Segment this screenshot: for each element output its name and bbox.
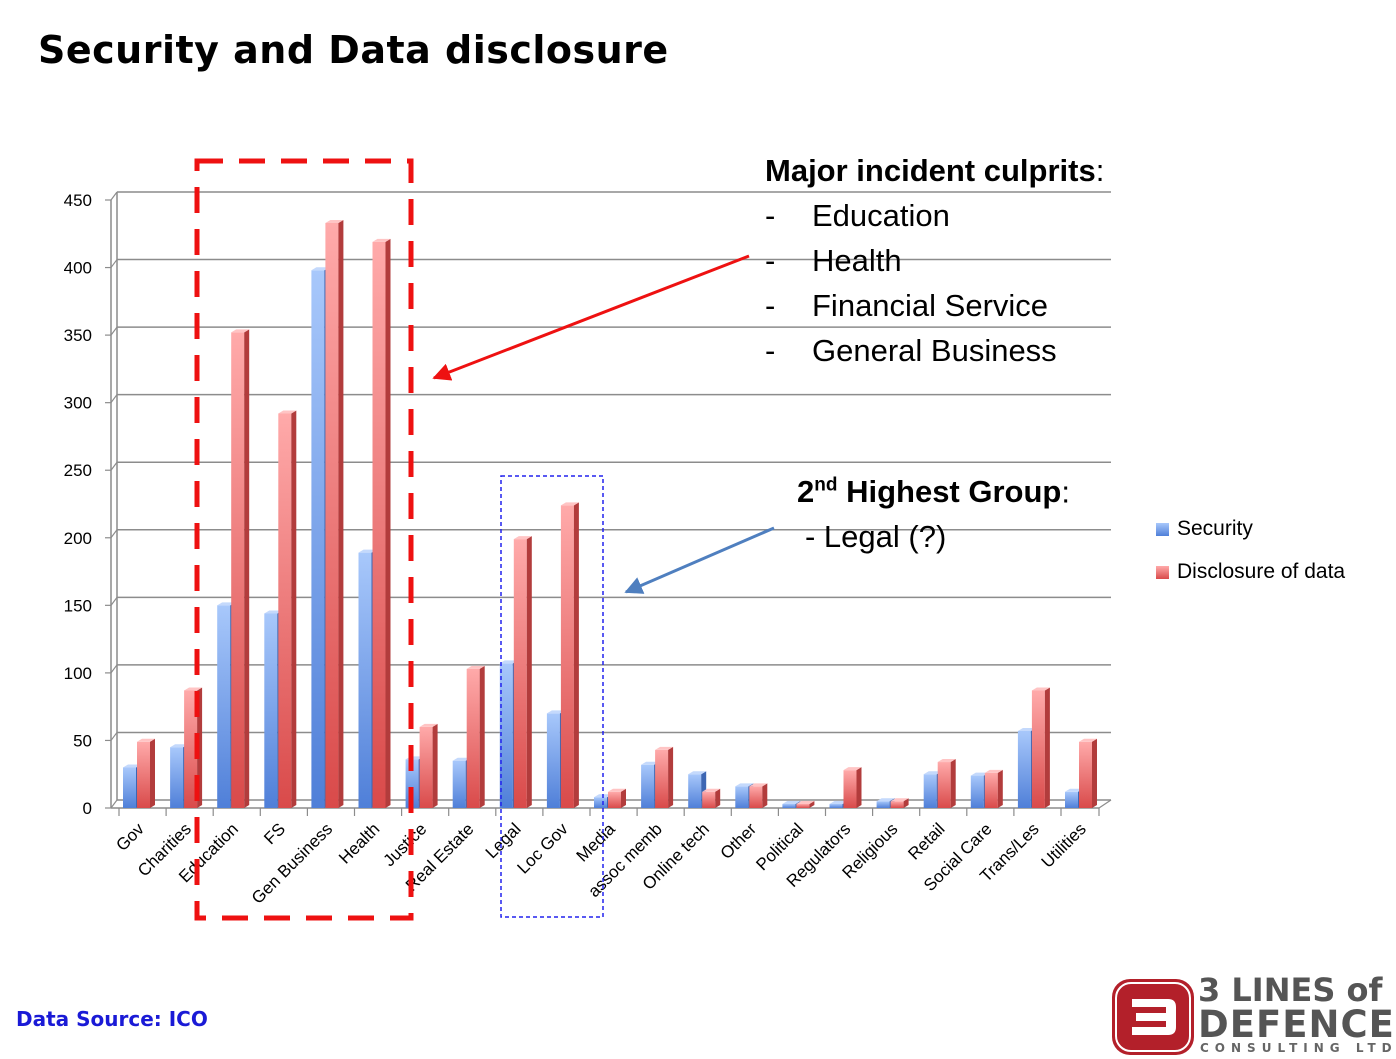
bar-disclosure	[843, 767, 862, 808]
highlight-box-second	[500, 475, 604, 918]
bar-disclosure	[560, 502, 579, 808]
culprit-item: - Education	[765, 198, 950, 233]
arrow-major	[432, 254, 750, 381]
second-heading: 2nd Highest Group	[797, 474, 1062, 510]
x-tick-label: Health	[335, 819, 383, 867]
arrow-second	[624, 526, 775, 594]
company-logo: 3 LINES of DEFENCE CONSULTING LTD	[1110, 971, 1396, 1059]
bar-disclosure	[796, 800, 815, 808]
bar-disclosure	[419, 723, 438, 808]
legend-swatch-security	[1156, 522, 1169, 536]
logo-mark-icon	[1112, 979, 1194, 1055]
x-tick-label: Other	[717, 819, 761, 863]
bar-disclosure	[231, 329, 250, 808]
legend-entry-security: Security	[1156, 517, 1253, 541]
x-axis-depth	[1098, 799, 1112, 809]
bar-disclosure	[372, 238, 391, 808]
legend-label-security: Security	[1177, 517, 1253, 540]
bar-disclosure	[984, 769, 1003, 808]
y-tick-label: 250	[64, 461, 92, 480]
gridline-depth	[110, 191, 118, 201]
logo-line1: 3 LINES of	[1198, 971, 1383, 1009]
bar-disclosure	[513, 536, 532, 808]
gridline-depth	[110, 799, 118, 809]
legend-entry-disclosure: Disclosure of data	[1156, 560, 1345, 584]
bar-disclosure	[278, 410, 297, 808]
y-tick-label: 0	[83, 799, 92, 818]
x-tick-label: Retail	[904, 819, 948, 863]
logo-line3: CONSULTING LTD	[1200, 1041, 1396, 1055]
gridline-depth	[110, 732, 118, 741]
bar-disclosure	[325, 219, 344, 809]
bar-disclosure	[890, 798, 909, 808]
culprits-colon: :	[1095, 153, 1105, 188]
x-tick-label: FS	[260, 819, 289, 848]
bar-disclosure	[137, 738, 155, 808]
y-tick-label: 400	[64, 259, 92, 278]
culprit-item: - Health	[765, 243, 902, 278]
bar-disclosure	[1031, 687, 1050, 808]
logo-line2: DEFENCE	[1198, 1003, 1395, 1046]
gridline-depth	[110, 529, 118, 539]
annotation-second-group: 2nd Highest Group: - Legal (?)	[797, 463, 1070, 559]
gridline-depth	[110, 326, 118, 336]
highlights	[194, 158, 775, 921]
y-tick-label: 300	[64, 394, 92, 413]
gridline-depth	[110, 394, 118, 404]
y-tick-label: 450	[64, 191, 92, 210]
bar-disclosure	[702, 788, 721, 808]
gridline-depth	[110, 259, 118, 268]
annotation-major-culprits: Major incident culprits: - Education - Hea…	[765, 148, 1104, 373]
gridline-depth	[110, 664, 118, 674]
bar-disclosure	[608, 788, 626, 808]
x-tick-label: Loc Gov	[514, 819, 573, 878]
culprit-item: - General Business	[765, 333, 1057, 368]
culprits-heading: Major incident culprits	[765, 153, 1096, 188]
bar-disclosure	[655, 746, 674, 808]
y-tick-label: 350	[64, 326, 92, 345]
bar-disclosure	[749, 783, 768, 808]
x-tick-label: Legal	[482, 819, 525, 862]
culprit-item: - Financial Service	[765, 288, 1049, 323]
y-tick-label: 200	[64, 529, 92, 548]
y-tick-label: 150	[64, 596, 92, 615]
slide-title: Security and Data disclosure	[38, 28, 669, 72]
gridline-depth	[110, 461, 118, 471]
highlight-box-major	[194, 158, 414, 921]
second-item: - Legal (?)	[805, 519, 947, 555]
gridline-depth	[110, 596, 118, 606]
x-tick-label: Utilities	[1038, 819, 1090, 871]
y-tick-label: 50	[73, 731, 92, 750]
bars	[123, 219, 1097, 809]
legend-label-disclosure: Disclosure of data	[1177, 560, 1346, 583]
bar-disclosure	[1079, 738, 1097, 808]
bar-disclosure	[937, 759, 956, 808]
data-source: Data Source: ICO	[16, 1007, 208, 1031]
x-tick-label: Gov	[112, 819, 148, 855]
y-tick-label: 100	[64, 664, 92, 683]
bar-disclosure	[466, 665, 485, 808]
legend-swatch-disclosure	[1156, 565, 1169, 579]
